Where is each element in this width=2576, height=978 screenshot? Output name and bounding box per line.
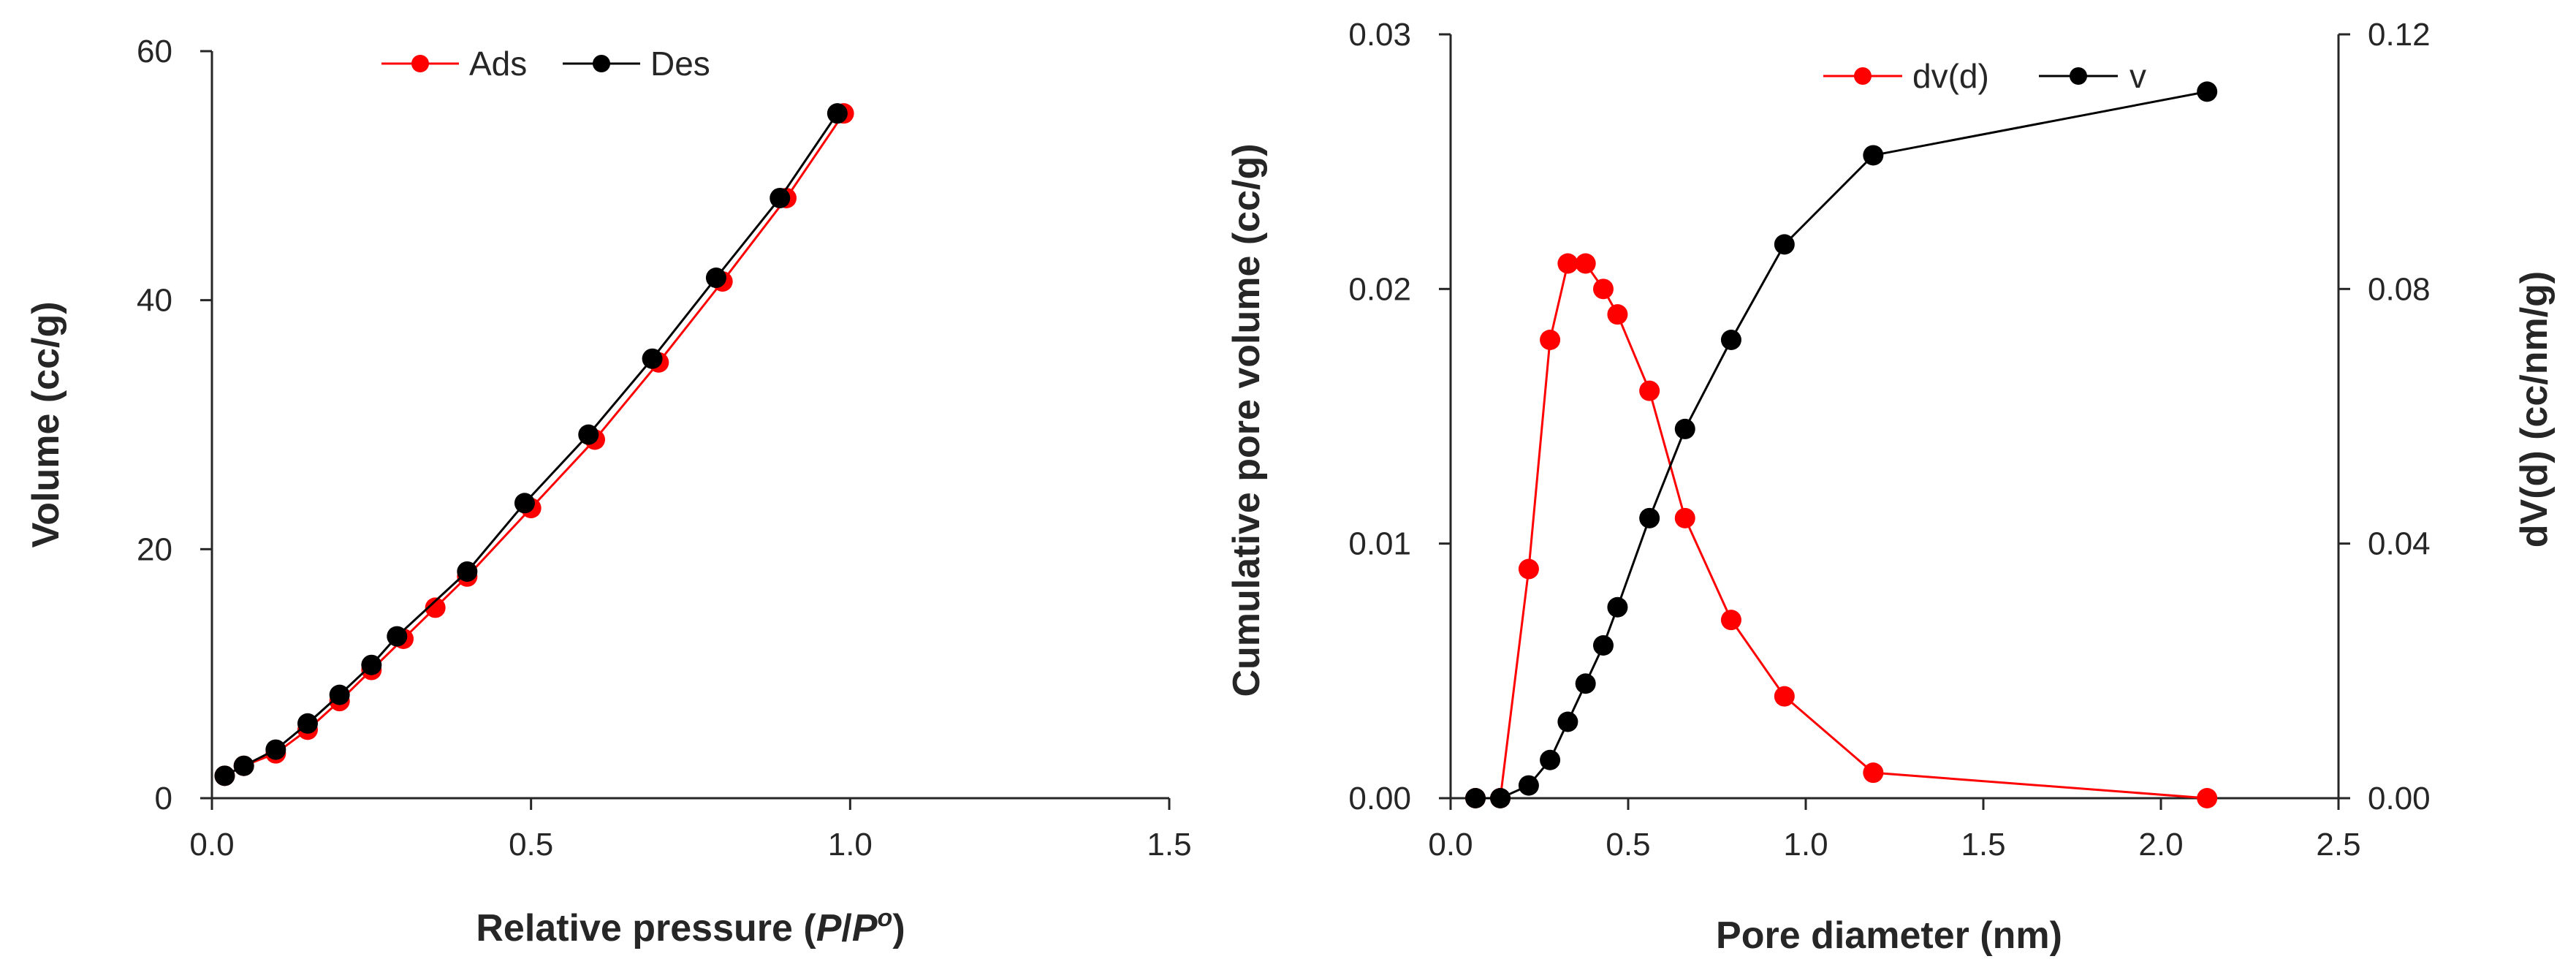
isotherm-x-tick-label: 0.0 [189, 827, 234, 863]
series-des-point [578, 424, 599, 445]
series-v-point [1518, 775, 1539, 796]
series-dvd-point [1774, 686, 1795, 707]
isotherm-y-tick-label: 0 [155, 781, 172, 816]
isotherm-y-tick-label: 60 [137, 34, 172, 69]
series-dvd-point [1607, 304, 1628, 325]
series-v-point [2197, 81, 2218, 102]
series-des-point [387, 626, 408, 647]
series-des-point [705, 268, 726, 289]
isotherm-legend: Ads Des [381, 45, 710, 83]
isotherm-series-layer [214, 103, 854, 786]
series-des-point [265, 739, 286, 760]
pore-x-tick-label: 1.5 [1961, 827, 2005, 863]
series-v-point [1557, 711, 1578, 732]
series-dvd-point [1557, 253, 1578, 274]
series-dvd-point [1720, 610, 1741, 631]
isotherm-x-tick-label: 1.5 [1147, 827, 1191, 863]
pore-x-axis-title: Pore diameter (nm) [1716, 914, 2062, 957]
isotherm-y-tick-label: 40 [137, 283, 172, 319]
series-des-point [642, 348, 663, 369]
isotherm-chart: 0.0 0.5 1.0 1.5 0 20 40 60 Ads Des Relative pre… [25, 34, 1192, 949]
series-dvd-point [1518, 558, 1539, 580]
series-dvd-point [1639, 380, 1660, 401]
isotherm-x-axis-title: Relative pressure (P/Po) [476, 904, 905, 949]
xlabel-sup: o [878, 904, 893, 932]
pore-right-y-tick-label: 0.12 [2368, 17, 2431, 53]
series-des-line [224, 113, 839, 777]
legend-dvd-marker [1854, 67, 1872, 85]
xlabel-main: Relative pressure ( [476, 907, 816, 949]
series-v-point [1592, 635, 1614, 656]
pore-right-y-tick-label: 0.04 [2368, 526, 2431, 562]
series-v-point [1575, 673, 1596, 694]
series-v-point [1607, 596, 1628, 618]
legend-v-marker [2070, 67, 2087, 85]
series-v-point [1490, 788, 1511, 808]
series-des-point [214, 765, 235, 786]
pore-right-y-tick-label: 0.08 [2368, 271, 2431, 307]
series-dvd-point [1674, 507, 1695, 528]
isotherm-x-tick-label: 0.5 [509, 827, 553, 863]
pore-left-y-tick-label: 0.00 [1348, 781, 1411, 816]
series-des-point [361, 654, 382, 675]
pore-x-tick-label: 0.0 [1428, 827, 1473, 863]
pore-left-y-tick-label: 0.03 [1348, 17, 1411, 53]
pore-size-chart: 0.0 0.5 1.0 1.5 2.0 2.50.000.010.020.030.000.… [1226, 17, 2556, 957]
series-dvd-point [1863, 762, 1884, 784]
series-dvd-point [1592, 278, 1614, 300]
series-des-point [457, 561, 478, 582]
series-des-point [770, 187, 791, 208]
series-v-point [1465, 788, 1486, 808]
series-des-point [297, 713, 318, 734]
series-dvd-line [1475, 262, 2208, 800]
pore-series-layer [1465, 81, 2218, 808]
legend-v-label: v [2129, 57, 2146, 95]
series-v-point [1863, 145, 1884, 166]
series-v-point [1720, 330, 1741, 350]
legend-des-marker [593, 55, 610, 72]
pore-right-y-axis-title: dV(d) (cc/nm/g) [2513, 271, 2556, 547]
legend-dvd-label: dv(d) [1912, 57, 1989, 95]
series-dvd-point [1575, 253, 1596, 274]
series-ads-point [425, 597, 446, 618]
legend-ads-label: Ads [469, 45, 527, 83]
pore-left-y-tick-label: 0.02 [1348, 271, 1411, 307]
pore-x-tick-label: 1.0 [1783, 827, 1828, 863]
isotherm-ticks-layer: 0.0 0.5 1.0 1.5 0 20 40 60 [137, 34, 1192, 863]
series-v-point [1674, 418, 1695, 439]
pore-legend: dv(d) v [1823, 57, 2146, 95]
isotherm-y-axis-title: Volume (cc/g) [25, 301, 67, 547]
pore-right-y-tick-label: 0.00 [2368, 781, 2431, 816]
xlabel-slash: / [841, 907, 851, 949]
xlabel-po: P [852, 907, 878, 949]
pore-x-tick-label: 0.5 [1606, 827, 1650, 863]
isotherm-y-tick-label: 20 [137, 531, 172, 567]
xlabel-p: P [816, 907, 842, 949]
series-v-point [1540, 749, 1561, 770]
pore-x-tick-label: 2.0 [2138, 827, 2183, 863]
series-des-point [827, 103, 848, 124]
series-v-point [1774, 234, 1795, 255]
isotherm-x-tick-label: 1.0 [828, 827, 873, 863]
legend-des-label: Des [650, 45, 710, 83]
series-des-point [329, 684, 350, 705]
legend-ads-marker [411, 55, 429, 72]
pore-left-y-tick-label: 0.01 [1348, 526, 1411, 562]
series-des-point [514, 493, 535, 514]
series-dvd-point [2197, 788, 2218, 808]
series-dvd-point [1540, 330, 1561, 350]
pore-left-y-axis-title: Cumulative pore volume (cc/g) [1226, 143, 1268, 697]
pore-x-tick-label: 2.5 [2316, 827, 2360, 863]
pore-ticks-layer: 0.0 0.5 1.0 1.5 2.0 2.50.000.010.020.030.000.… [1348, 17, 2430, 863]
xlabel-close: ) [892, 907, 905, 949]
series-des-point [233, 755, 254, 776]
series-ads-line [224, 113, 845, 777]
series-v-point [1639, 507, 1660, 528]
